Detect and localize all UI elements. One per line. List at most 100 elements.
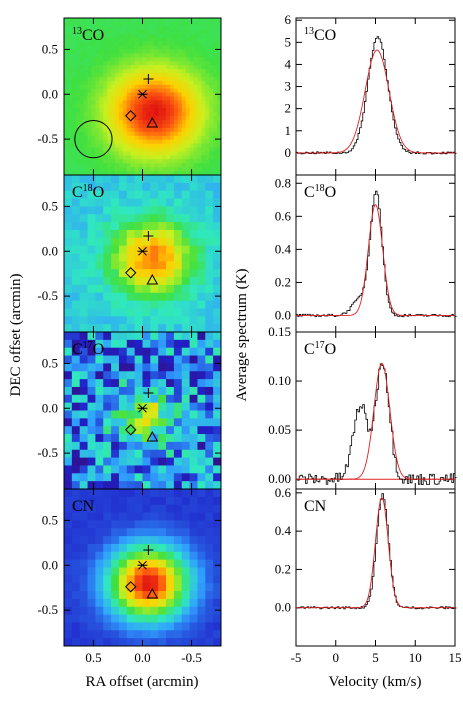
map-pixel [213, 253, 222, 262]
map-pixel [126, 339, 136, 349]
map-pixel [95, 41, 100, 46]
map-pixel [181, 528, 190, 537]
map-pixel [64, 100, 69, 105]
map-pixel [91, 131, 96, 137]
map-pixel [217, 112, 222, 117]
map-pixel [217, 29, 222, 35]
map-pixel [197, 147, 202, 152]
map-pixel [209, 33, 214, 39]
map-pixel [150, 339, 159, 349]
map-pixel [134, 441, 143, 451]
map-pixel [146, 21, 151, 27]
map-pixel [75, 123, 81, 129]
map-pixel [185, 53, 191, 58]
map-pixel [103, 21, 108, 27]
map-pixel [111, 394, 120, 404]
map-pixel [111, 591, 120, 600]
map-pixel [83, 143, 88, 148]
map-pixel [205, 127, 210, 133]
map-pixel [150, 147, 155, 152]
map-pixel [79, 465, 88, 474]
map-pixel [181, 147, 187, 152]
map-pixel [142, 237, 151, 247]
map-pixel [150, 481, 159, 490]
map-y-tick-label: 0.0 [42, 86, 58, 101]
map-pixel [71, 171, 77, 176]
map-pixel [189, 473, 198, 482]
map-pixel [181, 551, 190, 561]
map-pixel [71, 355, 81, 364]
map-pixel [67, 127, 73, 133]
map-pixel [103, 198, 112, 207]
map-pixel [67, 41, 73, 46]
map-pixel [115, 167, 120, 172]
map-pixel [205, 65, 210, 70]
map-pixel [142, 21, 147, 27]
map-pixel [158, 449, 167, 458]
map-pixel [87, 139, 92, 145]
map-pixel [173, 163, 179, 168]
map-pixel [185, 49, 191, 54]
map-pixel [150, 473, 159, 482]
map-pixel [181, 100, 187, 105]
map-pixel [95, 143, 100, 148]
map-pixel [189, 175, 198, 184]
map-pixel [126, 206, 136, 215]
map-pixel [87, 622, 96, 631]
map-pixel [213, 496, 222, 506]
map-pixel [111, 434, 120, 443]
map-pixel [64, 394, 73, 404]
map-pixel [134, 308, 143, 317]
map-pixel [83, 80, 88, 86]
map-pixel [142, 606, 151, 615]
map-pixel [95, 434, 104, 443]
map-pixel [134, 269, 143, 278]
map-pixel [173, 61, 179, 66]
map-pixel [134, 143, 139, 148]
map-pixel [87, 237, 96, 247]
map-pixel [166, 465, 175, 474]
map-pixel [71, 229, 81, 239]
map-pixel [173, 536, 183, 545]
map-pixel [173, 65, 179, 70]
map-pixel [189, 277, 198, 286]
map-pixel [181, 37, 187, 42]
map-pixel [197, 37, 202, 42]
map-pixel [115, 21, 120, 27]
map-pixel [158, 190, 167, 199]
map-pixel [158, 300, 167, 309]
map-pixel [173, 25, 179, 31]
map-pixel [79, 222, 88, 231]
map-pixel [158, 167, 163, 172]
map-pixel [138, 57, 143, 62]
map-pixel [111, 292, 120, 301]
map-panel-label-main: CO [82, 27, 104, 44]
map-pixel [177, 104, 183, 109]
map-pixel [173, 139, 179, 145]
map-pixel [213, 355, 222, 364]
map-pixel [71, 175, 81, 184]
map-pixel [205, 598, 214, 608]
map-pixel [64, 473, 73, 482]
map-pixel [205, 520, 214, 529]
map-pixel [118, 371, 128, 380]
map-pixel [115, 88, 120, 93]
map-pixel [138, 80, 143, 86]
map-pixel [71, 127, 77, 133]
map-pixel [79, 434, 88, 443]
map-pixel [197, 520, 206, 529]
map-pixel [158, 606, 167, 615]
map-pixel [177, 41, 183, 46]
map-pixel [150, 18, 155, 23]
map-pixel [142, 292, 151, 301]
map-pixel [95, 536, 104, 545]
map-pixel [166, 80, 171, 86]
map-pixel [142, 53, 147, 58]
map-pixel [189, 163, 194, 168]
map-pixel [79, 520, 88, 529]
map-pixel [166, 520, 175, 529]
map-pixel [79, 198, 88, 207]
map-pixel [87, 441, 96, 451]
map-pixel [75, 143, 81, 148]
map-pixel [71, 481, 81, 490]
